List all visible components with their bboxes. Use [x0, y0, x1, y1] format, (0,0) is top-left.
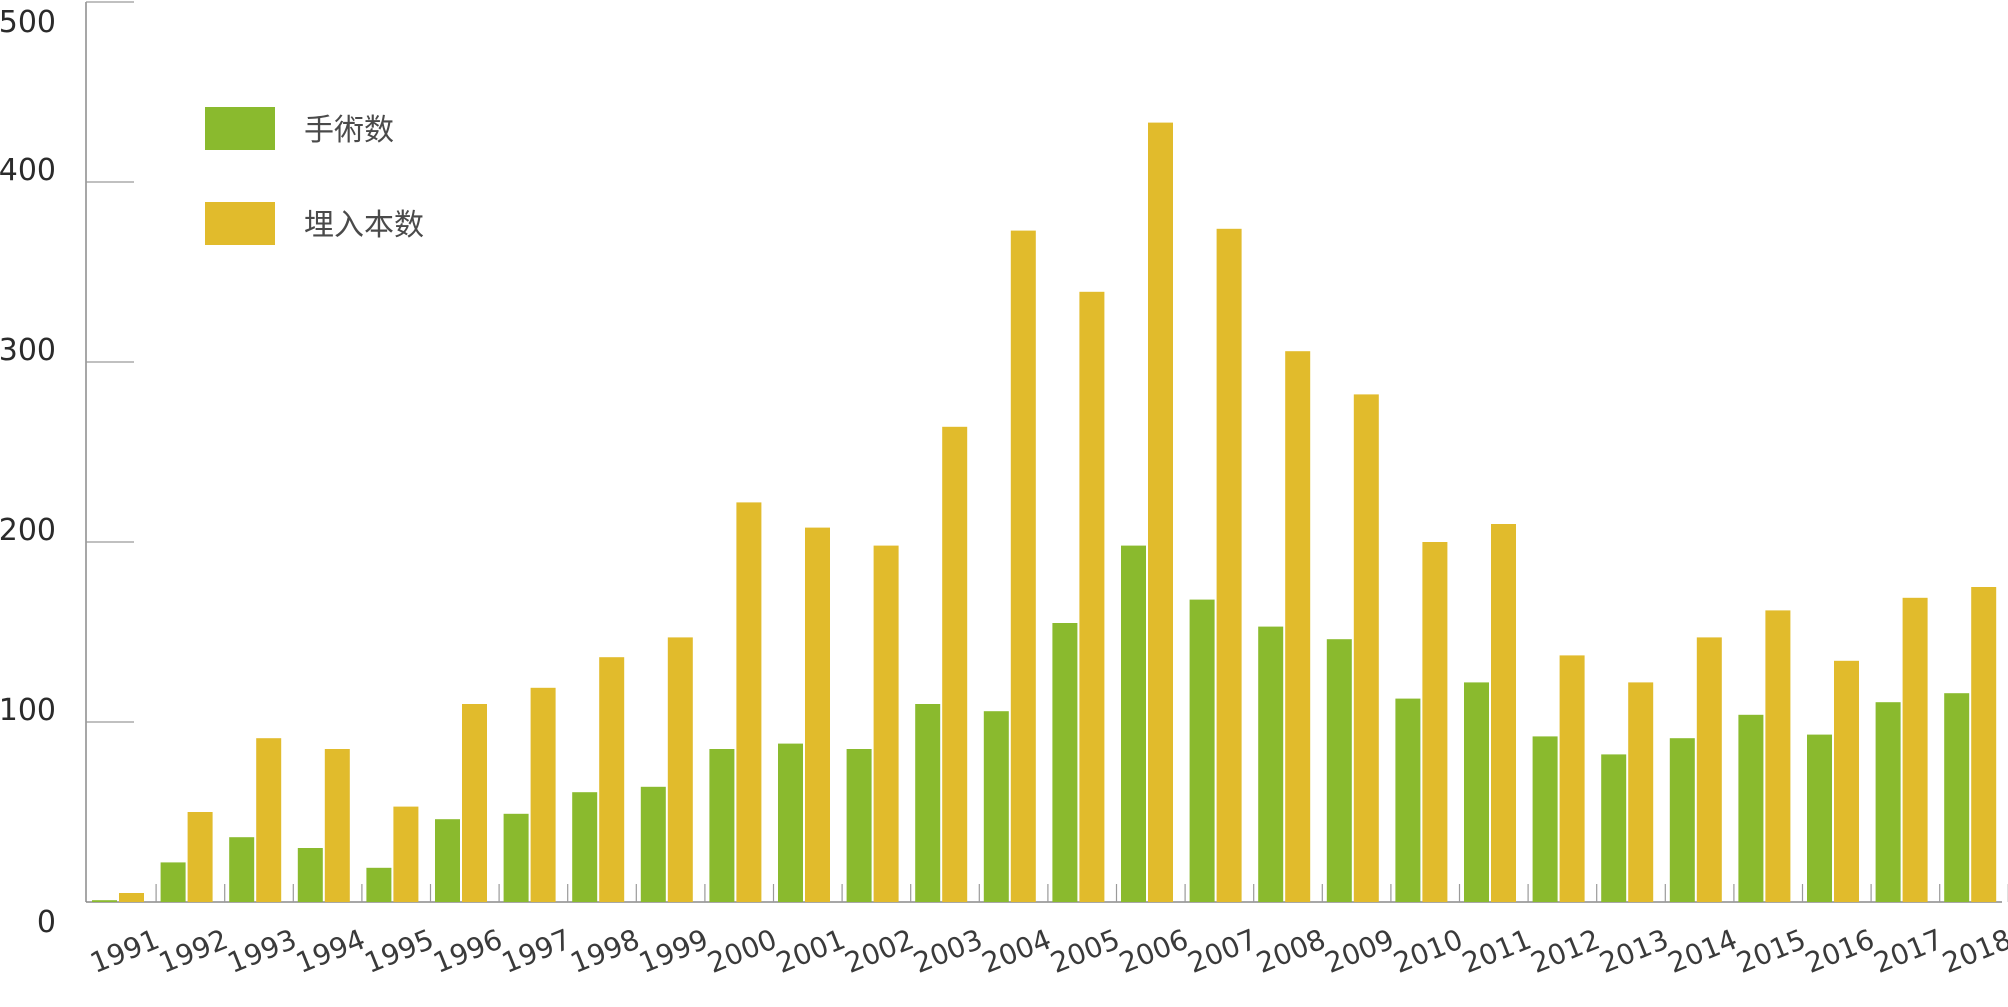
x-tick-label: 1999 — [634, 923, 712, 980]
bar-1991-surgeries — [92, 900, 117, 902]
x-tick-label: 1991 — [86, 923, 164, 980]
bar-2016-implants — [1834, 660, 1859, 902]
x-tick-label: 1998 — [566, 923, 644, 980]
bar-2006-surgeries — [1121, 545, 1146, 902]
bar-2002-surgeries — [846, 749, 872, 902]
bar-2012-implants — [1559, 655, 1585, 902]
bar-2017-implants — [1902, 597, 1928, 902]
bar-1991-implants — [119, 893, 144, 902]
x-tick-label: 1993 — [223, 923, 301, 980]
bar-2011-implants — [1491, 524, 1516, 902]
bar-2009-surgeries — [1326, 639, 1352, 902]
x-tick-label: 1996 — [429, 923, 507, 980]
x-tick-label: 2011 — [1458, 923, 1536, 980]
x-tick-label: 2016 — [1801, 923, 1879, 980]
x-tick-label: 2008 — [1252, 923, 1330, 980]
bar-2017-surgeries — [1875, 702, 1901, 902]
legend-label: 手術数 — [304, 113, 394, 148]
x-tick-label: 2014 — [1663, 923, 1741, 980]
bar-2006-implants — [1148, 122, 1173, 903]
x-tick-label: 2010 — [1389, 923, 1467, 980]
x-tick-label: 2017 — [1869, 923, 1947, 980]
x-tick-label: 2002 — [840, 923, 918, 980]
bar-2013-surgeries — [1601, 754, 1627, 902]
bar-2010-surgeries — [1395, 698, 1421, 902]
y-tick-label: 0 — [37, 905, 56, 940]
bar-1996-surgeries — [435, 819, 460, 902]
bar-2015-surgeries — [1738, 714, 1764, 902]
bar-2009-implants — [1353, 394, 1379, 902]
x-tick-label: 2009 — [1320, 923, 1398, 980]
x-tick-label: 1992 — [154, 923, 232, 980]
bar-1992-implants — [187, 812, 213, 902]
bar-2012-surgeries — [1532, 736, 1558, 902]
bar-2018-implants — [1971, 587, 1997, 902]
bar-1994-implants — [324, 749, 350, 902]
x-tick-label: 2007 — [1183, 923, 1261, 980]
bar-1998-surgeries — [572, 792, 598, 902]
bar-1993-surgeries — [229, 837, 255, 902]
x-tick-label: 2018 — [1938, 923, 2008, 980]
legend-label: 埋入本数 — [304, 208, 424, 243]
y-axis: 0 100 200 300 400 500 — [0, 1, 134, 940]
bar-2014-implants — [1696, 637, 1722, 902]
bar-1996-implants — [462, 704, 487, 902]
y-tick-label: 400 — [0, 153, 56, 188]
bar-1998-implants — [599, 657, 625, 902]
bar-1997-surgeries — [503, 813, 529, 902]
bar-1997-implants — [530, 687, 556, 902]
bar-1999-implants — [667, 637, 693, 902]
bar-2000-surgeries — [709, 749, 735, 902]
bar-1992-surgeries — [160, 862, 186, 902]
y-tick-label: 500 — [0, 5, 56, 40]
x-tick-label: 1997 — [497, 923, 575, 980]
bar-2004-surgeries — [983, 711, 1009, 902]
x-tick-label: 2004 — [977, 923, 1055, 980]
bar-1994-surgeries — [297, 848, 323, 902]
x-tick-label: 1994 — [291, 923, 369, 980]
bar-2008-surgeries — [1258, 626, 1284, 902]
bars — [92, 122, 1997, 903]
bar-1993-implants — [256, 738, 282, 902]
bar-2018-surgeries — [1944, 693, 1970, 902]
bar-2007-implants — [1216, 228, 1242, 903]
y-tick-label: 100 — [0, 693, 56, 728]
bar-2001-surgeries — [778, 743, 803, 902]
y-tick-label: 300 — [0, 333, 56, 368]
bar-2011-surgeries — [1464, 682, 1489, 902]
bar-2010-implants — [1422, 542, 1448, 902]
bar-1999-surgeries — [640, 786, 666, 902]
bar-1995-surgeries — [366, 867, 392, 902]
bar-2016-surgeries — [1807, 734, 1832, 902]
x-tick-label: 2012 — [1526, 923, 1604, 980]
bar-2015-implants — [1765, 610, 1791, 902]
bar-2014-surgeries — [1669, 738, 1695, 902]
x-tick-label: 2013 — [1595, 923, 1673, 980]
x-tick-label: 2006 — [1115, 923, 1193, 980]
bar-2001-implants — [805, 527, 830, 902]
x-tick-label: 1995 — [360, 923, 438, 980]
legend-swatch — [205, 202, 275, 245]
legend-swatch — [205, 107, 275, 150]
bar-2003-implants — [942, 426, 968, 902]
bar-2005-implants — [1079, 291, 1105, 902]
bar-2003-surgeries — [915, 704, 941, 902]
bar-1995-implants — [393, 806, 419, 902]
bar-2008-implants — [1285, 351, 1311, 902]
bar-2004-implants — [1010, 230, 1036, 903]
x-tick-label: 2001 — [772, 923, 850, 980]
x-tick-label: 2000 — [703, 923, 781, 980]
x-tick-label: 2015 — [1732, 923, 1810, 980]
bar-2005-surgeries — [1052, 623, 1078, 902]
x-tick-label: 2003 — [909, 923, 987, 980]
bar-2000-implants — [736, 502, 762, 902]
bar-2002-implants — [873, 545, 899, 902]
bar-2007-surgeries — [1189, 599, 1215, 902]
bar-2013-implants — [1628, 682, 1654, 902]
y-tick-label: 200 — [0, 513, 56, 548]
x-tick-label: 2005 — [1046, 923, 1124, 980]
